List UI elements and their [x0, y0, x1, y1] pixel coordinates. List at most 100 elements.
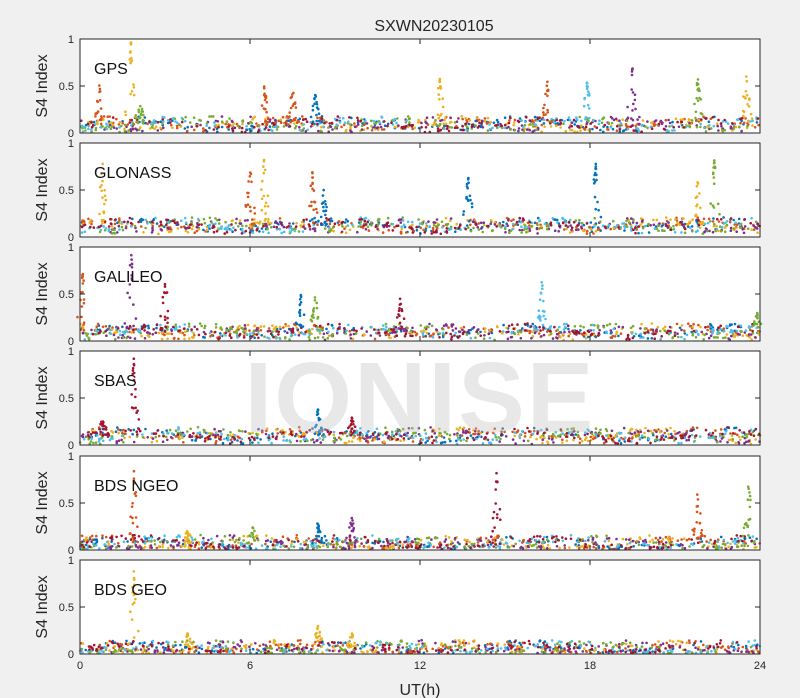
data-point [610, 121, 614, 125]
data-point [137, 220, 140, 224]
data-point [161, 440, 165, 444]
spike-point [134, 406, 137, 410]
data-point [673, 231, 677, 234]
spike-point [631, 118, 635, 122]
data-point [419, 324, 423, 327]
spike-point [260, 197, 264, 201]
data-point [520, 231, 523, 234]
spike-point [695, 83, 699, 87]
data-point [115, 117, 118, 121]
data-point [710, 434, 713, 437]
data-point [512, 123, 515, 127]
data-point [125, 336, 128, 340]
data-point [322, 332, 326, 336]
data-point [382, 324, 385, 327]
data-point [176, 223, 180, 226]
data-point [251, 231, 255, 234]
data-point [366, 225, 370, 229]
data-point [699, 122, 702, 126]
data-point [263, 335, 266, 339]
data-point [482, 223, 486, 227]
data-point [454, 331, 457, 335]
data-point [147, 335, 151, 339]
data-point [749, 120, 752, 123]
spike-point [392, 328, 396, 331]
spike-point [631, 67, 634, 71]
spike-point [395, 316, 399, 319]
spike-point [748, 98, 751, 102]
spike-point [253, 206, 256, 210]
data-point [114, 430, 118, 434]
data-point [632, 545, 635, 548]
data-point [86, 122, 90, 126]
data-point [603, 123, 607, 127]
data-point [146, 222, 149, 225]
data-point [241, 119, 244, 123]
data-point [649, 224, 652, 227]
data-point [104, 325, 108, 328]
data-point [245, 224, 248, 228]
spike-point [125, 326, 128, 330]
data-point [275, 225, 279, 229]
data-point [321, 336, 325, 339]
data-point [161, 543, 165, 546]
data-point [329, 219, 332, 223]
data-point [747, 325, 751, 329]
data-point [331, 332, 335, 336]
data-point [611, 127, 615, 131]
data-point [592, 328, 595, 332]
spike-point [593, 173, 596, 177]
spike-point [747, 119, 750, 123]
data-point [182, 433, 185, 437]
data-point [469, 229, 473, 233]
data-point [476, 226, 480, 229]
data-point [313, 227, 317, 230]
data-point [214, 441, 217, 445]
data-point [704, 428, 708, 432]
data-point [261, 222, 265, 226]
data-point [615, 332, 618, 336]
data-point [289, 334, 293, 338]
data-point [278, 217, 282, 220]
spike-point [163, 291, 166, 295]
data-point [225, 328, 228, 332]
data-point [536, 223, 539, 227]
data-point [694, 230, 698, 234]
data-point [405, 119, 409, 122]
data-point [159, 223, 163, 226]
data-point [570, 226, 574, 230]
data-point [187, 322, 191, 326]
data-point [190, 221, 193, 224]
data-point [124, 432, 127, 436]
data-point [117, 428, 120, 431]
spike-point [638, 122, 641, 126]
data-point [386, 124, 389, 128]
data-point [538, 226, 542, 230]
data-point [214, 435, 217, 439]
data-point [534, 118, 537, 122]
data-point [675, 223, 678, 227]
data-point [553, 229, 557, 232]
spike-point [264, 217, 268, 221]
data-point [432, 223, 436, 227]
data-point [283, 337, 287, 340]
data-point [719, 535, 723, 539]
data-point [189, 427, 192, 431]
data-point [528, 229, 532, 232]
data-point [214, 222, 217, 225]
data-point [238, 334, 241, 337]
data-point [687, 438, 691, 442]
spike-point [441, 105, 445, 109]
spike-point [246, 203, 250, 206]
data-point [548, 547, 552, 550]
data-point [501, 224, 505, 227]
data-point [580, 227, 583, 230]
spike-point [98, 118, 102, 122]
data-point [130, 124, 133, 127]
data-point [264, 126, 268, 129]
spike-point [260, 208, 264, 212]
spike-point [465, 195, 468, 199]
spike-point [324, 224, 327, 227]
data-point [664, 216, 668, 219]
data-point [465, 128, 468, 132]
